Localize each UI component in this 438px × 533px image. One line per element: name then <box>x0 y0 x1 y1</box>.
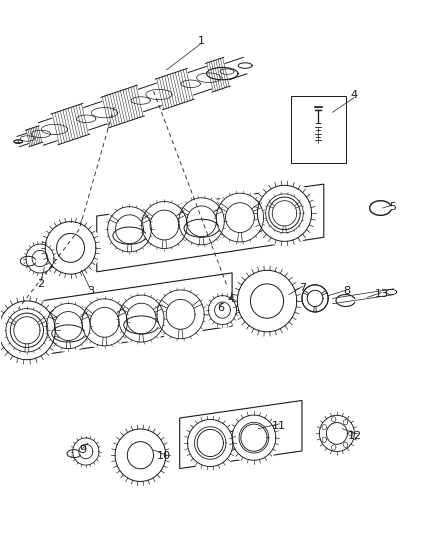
Text: 3: 3 <box>87 286 94 296</box>
Polygon shape <box>146 90 172 100</box>
Text: 8: 8 <box>343 286 350 296</box>
Polygon shape <box>300 283 330 313</box>
Polygon shape <box>207 68 238 80</box>
Polygon shape <box>188 67 212 95</box>
Polygon shape <box>14 140 22 143</box>
Polygon shape <box>316 412 357 455</box>
Polygon shape <box>220 69 234 75</box>
Polygon shape <box>197 73 221 83</box>
Text: 7: 7 <box>299 283 307 293</box>
Polygon shape <box>181 80 200 87</box>
Text: 10: 10 <box>156 451 170 461</box>
Polygon shape <box>253 181 316 246</box>
Polygon shape <box>31 130 50 138</box>
Polygon shape <box>14 140 22 143</box>
Polygon shape <box>138 83 162 112</box>
Text: 2: 2 <box>37 279 44 288</box>
Polygon shape <box>41 217 100 278</box>
Polygon shape <box>116 292 167 345</box>
Polygon shape <box>131 97 150 104</box>
Polygon shape <box>229 411 279 464</box>
Polygon shape <box>139 199 190 252</box>
Polygon shape <box>84 101 107 130</box>
Polygon shape <box>92 108 117 118</box>
Polygon shape <box>42 124 67 134</box>
Text: 4: 4 <box>227 294 234 304</box>
Text: 5: 5 <box>389 202 396 212</box>
Polygon shape <box>79 296 130 349</box>
Text: 6: 6 <box>217 303 224 313</box>
Polygon shape <box>238 63 252 68</box>
Polygon shape <box>184 416 237 470</box>
Polygon shape <box>111 425 170 486</box>
Polygon shape <box>214 190 266 245</box>
Polygon shape <box>4 306 50 354</box>
Text: 12: 12 <box>348 431 362 441</box>
Text: 11: 11 <box>272 421 286 431</box>
Polygon shape <box>71 435 101 467</box>
Polygon shape <box>38 118 57 146</box>
Polygon shape <box>154 287 207 342</box>
Polygon shape <box>23 241 57 276</box>
Polygon shape <box>233 266 301 336</box>
Text: 9: 9 <box>79 445 86 455</box>
Polygon shape <box>101 85 144 128</box>
Polygon shape <box>25 126 43 147</box>
Polygon shape <box>155 68 194 110</box>
Polygon shape <box>176 195 227 248</box>
Polygon shape <box>77 115 96 123</box>
Polygon shape <box>205 57 230 92</box>
Polygon shape <box>17 133 28 147</box>
Text: 13: 13 <box>374 289 389 299</box>
Text: 1: 1 <box>198 36 205 45</box>
Polygon shape <box>44 301 93 351</box>
Text: 4: 4 <box>351 90 358 100</box>
Polygon shape <box>206 293 239 327</box>
Polygon shape <box>20 136 34 141</box>
Polygon shape <box>105 204 154 255</box>
Polygon shape <box>386 289 397 295</box>
Polygon shape <box>264 191 306 235</box>
Polygon shape <box>51 103 90 145</box>
Polygon shape <box>225 58 247 80</box>
Polygon shape <box>0 296 60 364</box>
